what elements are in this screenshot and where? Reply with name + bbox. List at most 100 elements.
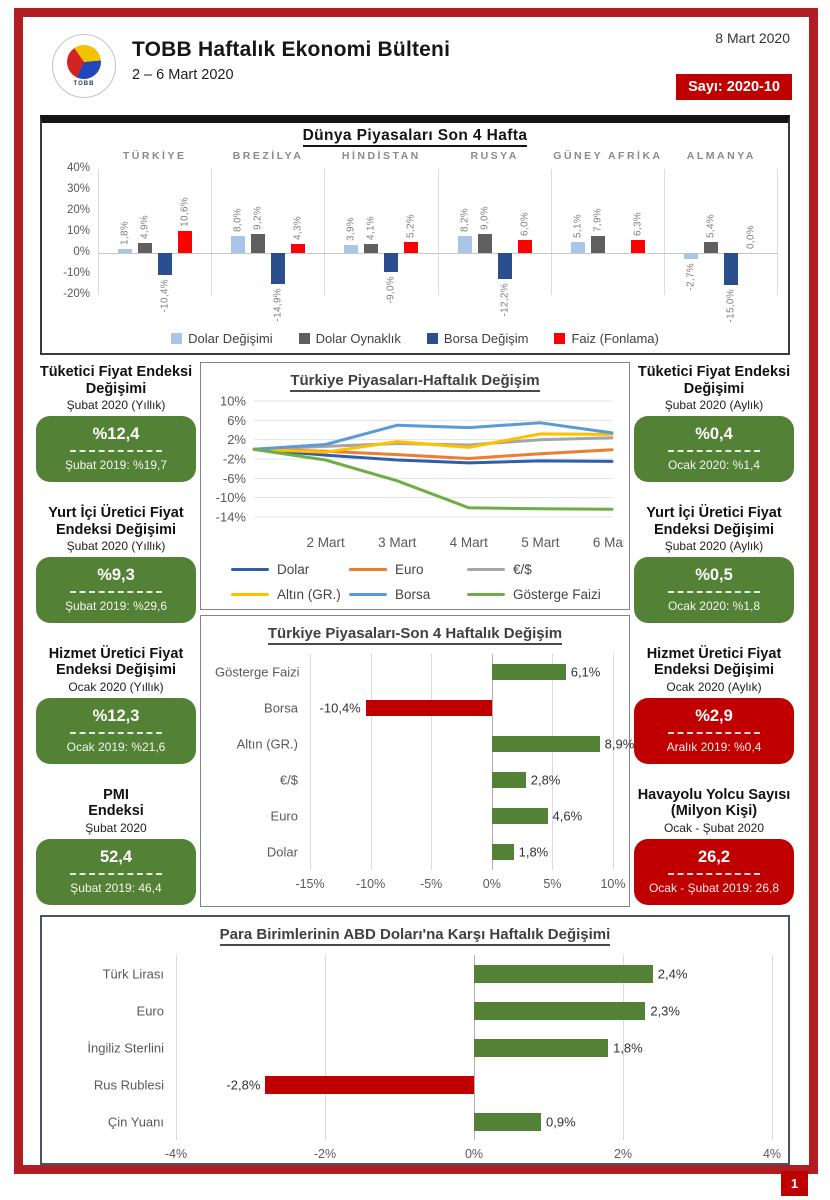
chart-row: Borsa -10,4% [264,690,613,726]
bar [517,240,532,253]
stat-title: PMI Endeksi [88,786,144,820]
stat-value: %12,4 [92,425,140,444]
fourweek-chart-x-axis: -15% -10% -5% 0% 5% 10% [295,870,625,894]
right-stat-column: Tüketici Fiyat Endeksi Değişimi Şubat 202… [634,362,794,907]
chart-row: İngiliz Sterlini 1,8% [87,1029,772,1066]
legend-line-icon [348,567,387,572]
bar [158,253,173,275]
legend-item: Gösterge Faizi [466,587,613,602]
bar [491,664,566,680]
country-bar-group: 8,0% 9,2% -14,9% 4,3% [211,169,324,322]
line-series [252,447,614,511]
row-plot: 1,8% [176,1029,772,1066]
bar [138,242,153,253]
stat-subtitle: Ocak 2020 (Yıllık) [68,680,164,694]
gridline [370,654,372,870]
row-category-label: Türk Lirası [102,966,164,981]
currency-chart-rows: Türk Lirası 2,4% Euro 2,3% İngiliz Sterlini 1… [87,955,772,1140]
stat-value: %0,5 [695,566,733,585]
x-axis-tick: 6 Mart [593,535,624,550]
stat-value-box: %0,5 Ocak 2020: %1,8 [634,557,794,624]
legend-item: Dolar [231,562,349,577]
bar-value-label: 5,1% [572,214,584,239]
country-bar-group: 1,8% 4,9% -10,4% 10,6% [98,169,211,312]
legend-line-icon [466,592,505,597]
stat-title: Yurt İçi Üretici Fiyat Endeksi Değişimi [48,504,184,538]
x-axis-tick: 0% [482,877,501,891]
legend-label: Dolar Oynaklık [315,331,401,346]
bar [271,253,286,285]
row-category-label: Çin Yuanı [107,1114,164,1129]
legend-item: Altın (GR.) [231,587,349,602]
bar [344,244,359,253]
bar [491,808,548,824]
x-axis-tick: 3 Mart [378,535,417,550]
chart-row: Çin Yuanı 0,9% [108,1103,772,1140]
legend-label: Borsa [394,587,431,602]
stat-title: Yurt İçi Üretici Fiyat Endeksi Değişimi [646,504,782,538]
row-category-label: €/$ [279,772,298,788]
bar [404,242,419,253]
stat-value: 26,2 [697,847,731,866]
y-axis-tick: 40% [66,162,90,174]
stat-divider [70,872,162,875]
stat-block: Tüketici Fiyat Endeksi Değişimi Şubat 202… [36,364,196,483]
legend-item: Dolar Oynaklık [298,331,401,346]
tobb-logo-emblem [60,38,108,86]
legend-label: Altın (GR.) [277,587,341,602]
bar [703,241,718,253]
x-axis-tick: -15% [295,877,325,891]
page-title: TOBB Haftalık Ekonomi Bülteni [132,38,451,61]
row-category-label: Rus Rublesi [93,1077,164,1092]
bar-slot: -12,2% [497,169,512,316]
country-label: GÜNEY AFRİKA [553,150,663,162]
stat-block: Tüketici Fiyat Endeksi Değişimi Şubat 202… [634,364,794,483]
y-axis-tick: -14% [216,510,247,525]
issue-badge: Sayı: 2020-10 [676,74,792,100]
currency-chart-panel: Para Birimlerinin ABD Doları'na Karşı Ha… [40,915,790,1165]
bar [474,964,653,983]
bar-value-label: 5,4% [705,213,717,238]
bar-value-label: 9,0% [479,206,491,231]
publication-date: 8 Mart 2020 [715,30,790,46]
bar-value-label: 2,4% [657,966,688,981]
legend-label: Euro [394,562,424,577]
bar-value-label: 0,0% [745,225,757,249]
x-axis-tick: 10% [600,877,626,891]
bar [457,235,472,253]
bar-slot: 9,2% [251,169,266,295]
bar [491,844,514,860]
fourweek-chart-gridlines [310,654,614,870]
row-plot: 2,4% [176,955,772,992]
row-category-label: Borsa [264,700,298,716]
bar-slot: 5,1% [570,169,585,295]
legend-item: Borsa [348,587,467,602]
page-number-badge: 1 [781,1171,808,1196]
stat-previous-value: Ocak 2019: %21,6 [66,740,166,754]
y-axis-tick: 10% [220,394,246,409]
x-axis-tick: 4 Mart [450,535,489,550]
row-plot: 0,9% [176,1103,772,1140]
stat-value-box: 52,4 Şubat 2019: 46,4 [36,838,196,905]
stat-block: Yurt İçi Üretici Fiyat Endeksi Değişimi Ş… [36,504,196,624]
bar [491,772,526,788]
bar-value-label: 6,0% [519,212,531,237]
bar-value-label: 8,9% [604,736,635,752]
bar-value-label: 6,3% [632,211,644,236]
bar-value-label: 2,3% [650,1003,680,1018]
legend-label: Gösterge Faizi [512,587,601,602]
gridline [431,654,433,870]
x-axis-tick: 5 Mart [521,535,560,550]
bar-slot: 3,9% [344,169,359,295]
stat-subtitle: Şubat 2020 (Yıllık) [66,398,166,413]
x-axis-tick: -5% [420,877,443,891]
y-axis-tick: -6% [223,471,247,486]
bar-slot: 5,4% [703,169,718,295]
stat-subtitle: Şubat 2020 [85,820,147,835]
bar-value-label: 6,1% [570,664,601,680]
y-axis-tick: 20% [66,204,90,216]
row-plot: 4,6% [310,798,613,834]
stat-previous-value: Şubat 2019: 46,4 [70,880,162,895]
y-axis-tick: 0% [73,246,90,258]
y-axis-tick: -10% [216,490,247,505]
